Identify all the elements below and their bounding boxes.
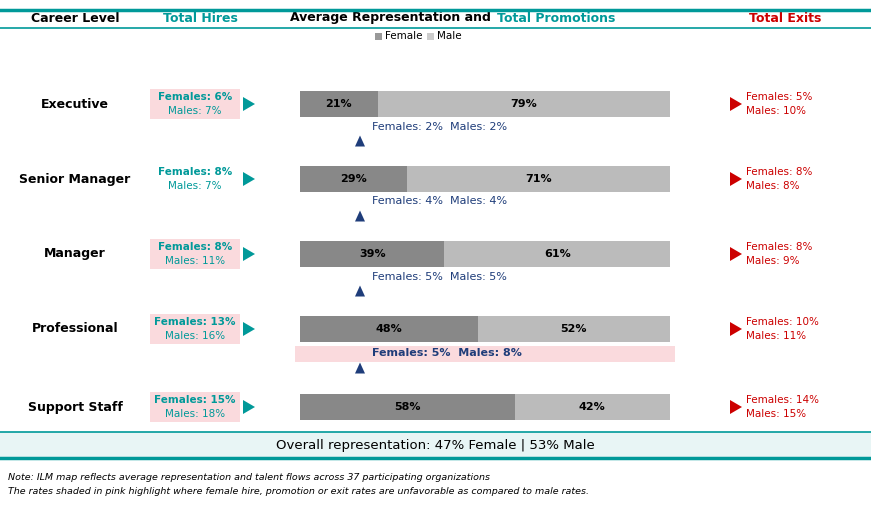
Polygon shape (730, 400, 742, 414)
Text: Females: 8%: Females: 8% (746, 167, 813, 177)
Text: 42%: 42% (579, 402, 605, 412)
Text: Females: 2%  Males: 2%: Females: 2% Males: 2% (372, 121, 507, 132)
Bar (0, 432, 871, 458)
Text: Males: 9%: Males: 9% (746, 256, 800, 266)
Text: 71%: 71% (525, 174, 552, 184)
Text: Support Staff: Support Staff (28, 400, 123, 414)
Text: Note: ILM map reflects average representation and talent flows across 37 partici: Note: ILM map reflects average represent… (8, 473, 490, 481)
Text: 39%: 39% (359, 249, 386, 259)
Text: Females: 8%: Females: 8% (746, 242, 813, 252)
Text: 61%: 61% (544, 249, 571, 259)
Polygon shape (243, 247, 255, 261)
Bar (300, 241, 444, 267)
Text: Females: 6%: Females: 6% (158, 92, 233, 102)
Text: 52%: 52% (561, 324, 587, 334)
Bar (300, 394, 515, 420)
Text: Females: 10%: Females: 10% (746, 317, 819, 327)
Polygon shape (730, 172, 742, 186)
Bar (408, 166, 670, 192)
Bar (515, 394, 670, 420)
Text: Females: 5%  Males: 5%: Females: 5% Males: 5% (372, 271, 507, 282)
Text: Females: 13%: Females: 13% (154, 317, 236, 327)
Bar (300, 91, 378, 117)
Bar (300, 316, 477, 342)
Polygon shape (243, 322, 255, 336)
Text: 79%: 79% (510, 99, 537, 109)
Bar (150, 314, 240, 344)
Text: Males: 10%: Males: 10% (746, 106, 806, 116)
Text: Males: 11%: Males: 11% (165, 256, 225, 266)
Polygon shape (730, 247, 742, 261)
Text: Executive: Executive (41, 97, 109, 111)
Polygon shape (355, 286, 365, 296)
Text: 58%: 58% (394, 402, 421, 412)
Bar (375, 32, 382, 39)
Text: Career Level: Career Level (30, 11, 119, 25)
Polygon shape (355, 362, 365, 373)
Text: Total Hires: Total Hires (163, 11, 238, 25)
Text: 29%: 29% (341, 174, 367, 184)
Text: Female: Female (385, 31, 422, 41)
Text: The rates shaded in pink highlight where female hire, promotion or exit rates ar: The rates shaded in pink highlight where… (8, 487, 589, 497)
Text: Total Exits: Total Exits (749, 11, 821, 25)
Text: Senior Manager: Senior Manager (19, 173, 131, 185)
Text: Females: 4%  Males: 4%: Females: 4% Males: 4% (372, 197, 507, 206)
Text: Males: 7%: Males: 7% (168, 181, 222, 191)
Text: Male: Male (437, 31, 462, 41)
Polygon shape (730, 322, 742, 336)
Bar (477, 316, 670, 342)
Bar (378, 91, 670, 117)
Text: Females: 14%: Females: 14% (746, 395, 819, 405)
Polygon shape (730, 97, 742, 111)
Text: Females: 15%: Females: 15% (154, 395, 236, 405)
Text: Total Promotions: Total Promotions (497, 11, 616, 25)
Text: Males: 11%: Males: 11% (746, 331, 807, 341)
Text: 21%: 21% (326, 99, 352, 109)
Bar (295, 346, 675, 361)
Polygon shape (243, 172, 255, 186)
Text: Average Representation and: Average Representation and (290, 11, 495, 25)
Polygon shape (243, 97, 255, 111)
Bar (150, 239, 240, 269)
Text: Males: 7%: Males: 7% (168, 106, 222, 116)
Text: Males: 16%: Males: 16% (165, 331, 225, 341)
Bar (300, 166, 408, 192)
Text: Males: 8%: Males: 8% (746, 181, 800, 191)
Text: Females: 5%  Males: 8%: Females: 5% Males: 8% (372, 349, 522, 358)
Bar (427, 32, 434, 39)
Text: Professional: Professional (31, 323, 118, 335)
Text: Females: 8%: Females: 8% (158, 242, 233, 252)
Bar (150, 89, 240, 119)
Bar (150, 392, 240, 422)
Text: Males: 18%: Males: 18% (165, 409, 225, 419)
Polygon shape (243, 400, 255, 414)
Polygon shape (355, 136, 365, 146)
Text: Manager: Manager (44, 247, 106, 261)
Text: 48%: 48% (375, 324, 402, 334)
Polygon shape (355, 210, 365, 222)
Text: Males: 15%: Males: 15% (746, 409, 807, 419)
Text: Females: 5%: Females: 5% (746, 92, 813, 102)
Bar (444, 241, 670, 267)
Text: Overall representation: 47% Female | 53% Male: Overall representation: 47% Female | 53%… (276, 438, 595, 452)
Text: Females: 8%: Females: 8% (158, 167, 233, 177)
